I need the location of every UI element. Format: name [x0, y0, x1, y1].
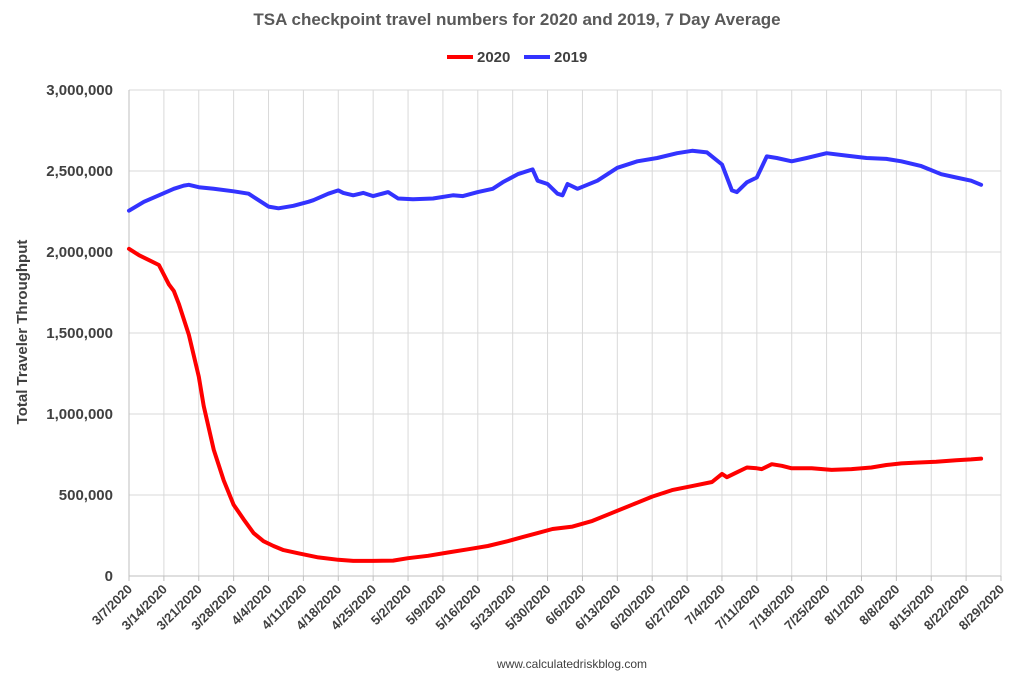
y-tick-label: 2,500,000: [46, 163, 113, 180]
y-axis-ticks: 0 500,000 1,000,000 1,500,000 2,000,000 2,500…: [46, 82, 113, 585]
series-line-2020: [127, 246, 984, 563]
y-tick-label: 1,500,000: [46, 325, 113, 342]
legend-label-2019: 2019: [554, 49, 587, 66]
gridlines: [129, 89, 1002, 576]
y-tick-label: 2,000,000: [46, 244, 113, 261]
series-line-2019: [127, 148, 984, 213]
y-tick-label: 0: [105, 568, 113, 585]
series-lines: [127, 148, 984, 563]
axes: [128, 90, 1001, 577]
x-axis-ticks: 3/7/20203/14/20203/21/20203/28/20204/4/2…: [89, 576, 1007, 633]
legend: 2020 2019: [447, 49, 587, 66]
y-tick-label: 3,000,000: [46, 82, 113, 99]
y-tick-label: 1,000,000: [46, 406, 113, 423]
source-credit: www.calculatedriskblog.com: [496, 657, 647, 671]
y-tick-label: 500,000: [59, 487, 113, 504]
y-axis-label: Total Traveler Throughput: [14, 240, 31, 425]
chart-title: TSA checkpoint travel numbers for 2020 a…: [253, 10, 780, 29]
legend-label-2020: 2020: [477, 49, 510, 66]
